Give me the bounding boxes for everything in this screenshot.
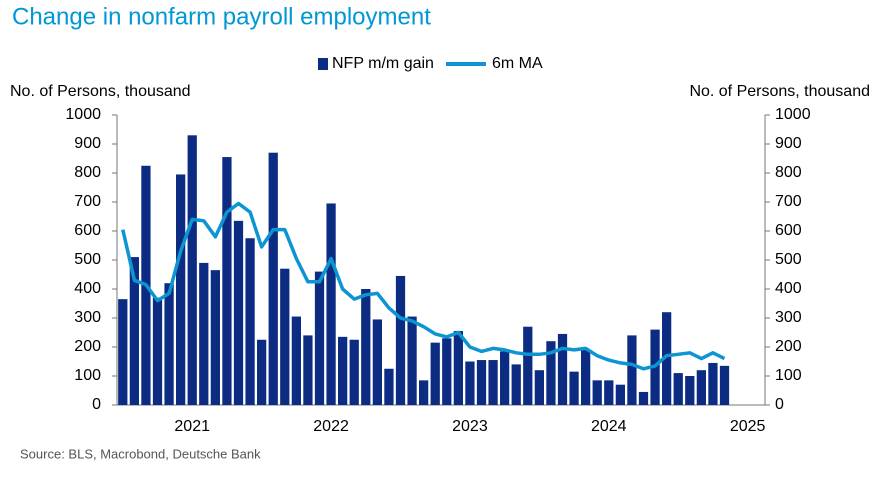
bar	[338, 336, 348, 405]
x-tick-label: 2023	[452, 418, 488, 435]
bar	[627, 335, 637, 405]
bar	[129, 257, 139, 405]
y2-tick-label: 800	[775, 164, 802, 181]
y-tick-label: 1000	[65, 106, 101, 123]
bar	[557, 333, 568, 405]
y-tick-label: 700	[74, 193, 101, 210]
bar	[708, 362, 718, 405]
bar	[673, 373, 683, 405]
bar	[361, 289, 371, 405]
y2-axis-title: No. of Persons, thousand	[689, 83, 870, 100]
bar	[662, 312, 672, 405]
x-tick-label: 2024	[591, 418, 627, 435]
bar	[592, 380, 602, 405]
bar	[453, 331, 463, 405]
bar	[476, 360, 487, 405]
bar	[442, 338, 452, 405]
bar	[534, 370, 544, 405]
bar	[349, 339, 359, 405]
bar	[257, 339, 267, 405]
y2-tick-label: 300	[775, 309, 802, 326]
bar	[384, 368, 394, 405]
y2-tick-label: 400	[775, 280, 802, 297]
bar	[291, 316, 301, 405]
y-axis-title: No. of Persons, thousand	[10, 83, 191, 100]
bar	[546, 341, 556, 405]
bar	[685, 376, 695, 405]
y2-tick-label: 200	[775, 338, 802, 355]
bar	[488, 360, 498, 405]
bar	[280, 268, 290, 405]
x-tick-label: 2025	[730, 418, 766, 435]
bar	[314, 271, 325, 405]
chart-title: Change in nonfarm payroll employment	[12, 3, 431, 30]
y-tick-label: 300	[74, 309, 101, 326]
y2-tick-label: 0	[775, 396, 784, 413]
legend-label: 6m MA	[492, 55, 543, 72]
source: Source: BLS, Macrobond, Deutsche Bank	[20, 446, 261, 461]
y-tick-label: 500	[74, 251, 101, 268]
y-tick-label: 200	[74, 338, 101, 355]
bar	[696, 370, 706, 405]
bar	[268, 152, 278, 405]
y-tick-label: 600	[74, 222, 101, 239]
bar	[326, 203, 336, 405]
bar	[419, 380, 429, 405]
bar	[303, 335, 313, 405]
line	[121, 201, 726, 371]
bar	[199, 262, 209, 405]
x-tick-label: 2021	[174, 418, 210, 435]
y-tick-label: 900	[74, 135, 101, 152]
y-tick-label: 0	[92, 396, 101, 413]
y2-tick-label: 1000	[775, 106, 811, 123]
bar	[245, 238, 255, 405]
bar	[500, 351, 510, 405]
bar	[187, 135, 197, 406]
y-tick-label: 800	[74, 164, 101, 181]
y2-tick-label: 600	[775, 222, 802, 239]
y2-tick-label: 700	[775, 193, 802, 210]
bar	[152, 297, 163, 405]
bar	[210, 270, 220, 405]
bar	[581, 349, 591, 405]
y2-tick-label: 900	[775, 135, 802, 152]
bar	[569, 371, 579, 405]
bar	[523, 326, 533, 405]
bar	[615, 384, 625, 405]
bar	[118, 299, 128, 405]
bar	[430, 342, 440, 405]
x-tick-label: 2022	[313, 418, 349, 435]
bar	[233, 220, 244, 405]
y-tick-label: 100	[74, 367, 101, 384]
y2-tick-label: 500	[775, 251, 802, 268]
y2-tick-label: 100	[775, 367, 802, 384]
bar	[638, 391, 649, 405]
bar	[407, 316, 417, 405]
bar	[395, 275, 406, 405]
legend-label: NFP m/m gain	[332, 55, 434, 72]
bar	[719, 365, 730, 405]
y-tick-label: 400	[74, 280, 101, 297]
bar	[372, 319, 382, 405]
legend-swatch	[318, 58, 328, 70]
bar	[511, 364, 521, 405]
bar	[222, 157, 232, 405]
bar	[176, 174, 186, 405]
bar	[465, 361, 475, 405]
bar	[164, 283, 174, 405]
bar	[604, 380, 614, 405]
